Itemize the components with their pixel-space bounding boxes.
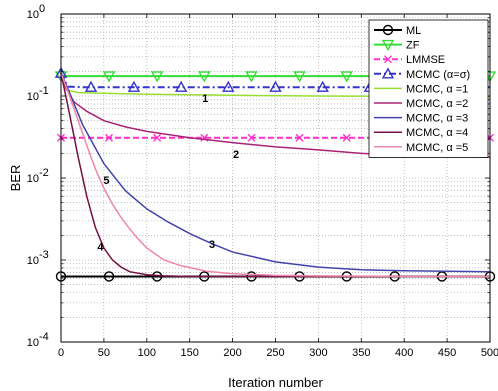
legend-entry: ZF — [374, 40, 420, 52]
y-tick-exponent: -3 — [39, 249, 49, 261]
y-tick-base: 10 — [27, 91, 39, 103]
legend-label: MCMC, α =3 — [406, 113, 468, 125]
series-marker — [198, 71, 211, 83]
x-tick-label: 200 — [223, 347, 241, 359]
x-tick-label: 50 — [98, 347, 110, 359]
series-line — [60, 72, 490, 278]
curve-annotation: 4 — [97, 242, 104, 254]
x-tick-label: 0 — [58, 347, 64, 359]
series-marker — [103, 271, 115, 282]
curve-annotation: 5 — [103, 175, 109, 187]
legend-label: MCMC, α =2 — [406, 98, 468, 110]
series-marker — [150, 71, 164, 83]
series-marker — [293, 71, 306, 83]
legend-label: MCMC, α =4 — [406, 127, 468, 139]
series-marker — [247, 133, 256, 142]
series-marker — [127, 80, 141, 92]
series-marker — [222, 80, 235, 92]
x-tick-label: 400 — [395, 347, 413, 359]
legend-entry: MCMC, α =2 — [374, 98, 468, 110]
x-tick-label: 350 — [352, 347, 370, 359]
legend-entry: MCMC (α=σ) — [374, 67, 470, 81]
series-marker — [384, 55, 392, 64]
y-tick-base: 10 — [27, 9, 39, 21]
series-line — [60, 72, 490, 278]
curve-annotation: 1 — [202, 93, 208, 105]
legend-label: ZF — [406, 40, 420, 52]
legend-entry: MCMC, α =5 — [374, 142, 468, 154]
y-tick-exponent: 0 — [39, 3, 45, 15]
y-axis-label: BER — [8, 165, 23, 192]
y-tick-exponent: -1 — [39, 85, 49, 97]
legend: ML ZF LMMSE MCMC (α=σ) MCMC, α =1 MCMC, α =2 M… — [368, 19, 489, 158]
series-marker — [174, 80, 188, 92]
x-tick-label: 500 — [481, 347, 498, 359]
curve-annotation: 2 — [233, 149, 239, 161]
series-marker — [382, 24, 394, 36]
series-marker — [269, 80, 282, 92]
y-tick-base: 10 — [27, 173, 39, 185]
series-marker — [295, 133, 304, 142]
series-7 — [60, 72, 491, 273]
series-marker — [381, 67, 395, 79]
series-marker — [381, 39, 395, 52]
y-tick-label: 10 -2 — [27, 167, 49, 185]
y-tick-label: 10 -4 — [27, 331, 49, 349]
y-tick-exponent: -4 — [39, 331, 49, 343]
legend-entry: MCMC, α =4 — [374, 127, 468, 139]
legend-label: LMMSE — [406, 54, 445, 66]
x-tick-label: 100 — [138, 347, 156, 359]
y-tick-label: 10 0 — [27, 3, 45, 21]
legend-label: MCMC (α=σ) — [406, 69, 470, 81]
series-marker — [102, 71, 116, 83]
x-tick-label: 450 — [438, 347, 456, 359]
series-line — [60, 72, 491, 273]
x-tick-label: 150 — [181, 347, 199, 359]
legend-entry: MCMC, α =1 — [374, 83, 468, 95]
y-tick-exponent: -2 — [39, 167, 49, 179]
legend-label: ML — [406, 25, 421, 37]
legend-entry: ML — [374, 24, 421, 37]
annotation-layer: 1 2 3 4 5 — [97, 93, 239, 254]
y-tick-label: 10 -3 — [27, 249, 49, 267]
x-tick-label: 250 — [266, 347, 284, 359]
x-tick-label: 300 — [309, 347, 327, 359]
y-tick-base: 10 — [27, 337, 39, 349]
curve-annotation: 3 — [209, 239, 215, 251]
series-9 — [60, 72, 490, 278]
series-marker — [84, 80, 98, 92]
series-8 — [60, 72, 490, 278]
axis-ticks: 0 50 100 150 200 250 300 350 400 450 50010-410-310… — [27, 3, 498, 359]
x-axis-label: Iteration number — [228, 375, 323, 390]
legend-entry: LMMSE — [374, 54, 445, 66]
series-marker — [105, 133, 114, 142]
series-marker — [340, 71, 353, 83]
series-marker — [316, 80, 329, 92]
y-tick-base: 10 — [27, 255, 39, 267]
legend-label: MCMC, α =1 — [406, 83, 468, 95]
series-marker — [342, 133, 351, 142]
legend-entry: MCMC, α =3 — [374, 113, 468, 125]
legend-label: MCMC, α =5 — [406, 142, 468, 154]
series-marker — [245, 71, 258, 83]
y-tick-label: 10 -1 — [27, 85, 49, 103]
series-marker — [153, 133, 162, 142]
